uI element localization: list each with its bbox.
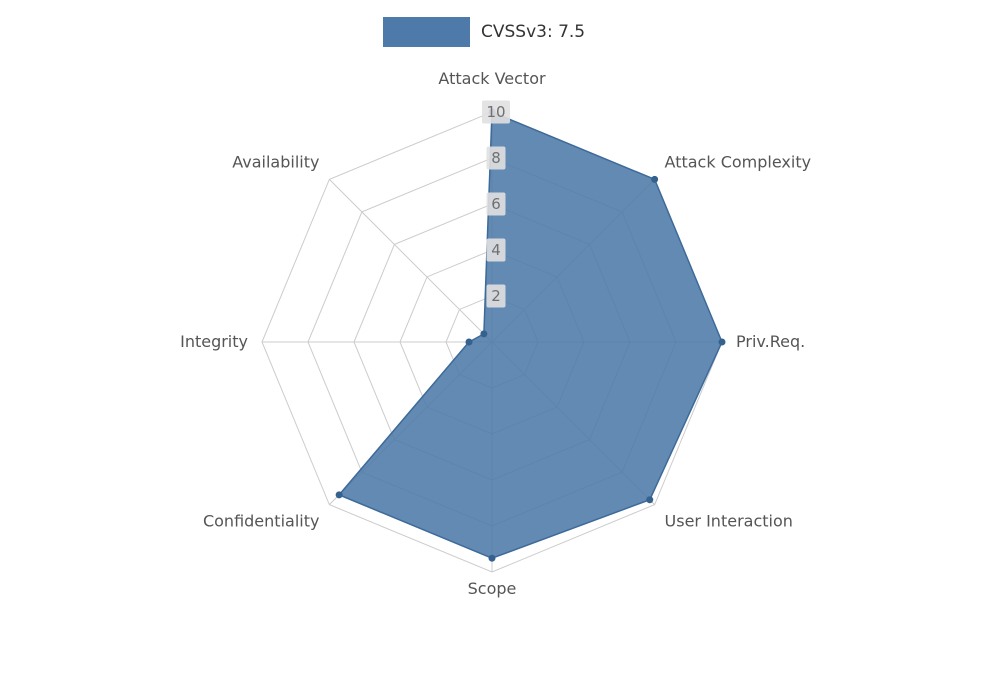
tick-label-bg xyxy=(486,238,506,262)
tick-label: 2 xyxy=(491,287,501,305)
axis-label-confidentiality: Confidentiality xyxy=(203,512,319,531)
tick-label: 8 xyxy=(491,149,501,167)
data-point[interactable] xyxy=(335,491,343,499)
axis-label-integrity: Integrity xyxy=(180,332,248,351)
tick-label-bg xyxy=(486,284,506,308)
axis-label-priv-req-: Priv.Req. xyxy=(736,332,805,351)
data-point[interactable] xyxy=(646,496,654,504)
tick-label: 4 xyxy=(491,241,501,259)
axis-label-attack-complexity: Attack Complexity xyxy=(665,152,812,171)
tick-label-bg xyxy=(482,100,510,124)
tick-label-bg xyxy=(486,192,506,216)
data-point[interactable] xyxy=(651,175,659,183)
axis-label-user-interaction: User Interaction xyxy=(665,512,793,531)
series-polygon[interactable] xyxy=(338,111,723,559)
legend-label[interactable]: CVSSv3: 7.5 xyxy=(481,22,586,42)
tick-label: 6 xyxy=(491,195,501,213)
grid-spoke xyxy=(329,179,493,343)
legend[interactable]: CVSSv3: 7.5 xyxy=(383,17,585,47)
tick-labels: 2 4 6 8 10 xyxy=(482,100,510,308)
legend-swatch[interactable] xyxy=(383,17,470,47)
axis-label-availability: Availability xyxy=(232,152,319,171)
tick-label: 10 xyxy=(486,103,505,121)
data-point[interactable] xyxy=(488,554,496,562)
data-point[interactable] xyxy=(718,338,726,346)
axis-label-attack-vector: Attack Vector xyxy=(438,69,546,88)
data-point[interactable] xyxy=(480,330,488,338)
tick-label-bg xyxy=(486,146,506,170)
axis-label-scope: Scope xyxy=(468,579,517,598)
data-point[interactable] xyxy=(465,338,473,346)
